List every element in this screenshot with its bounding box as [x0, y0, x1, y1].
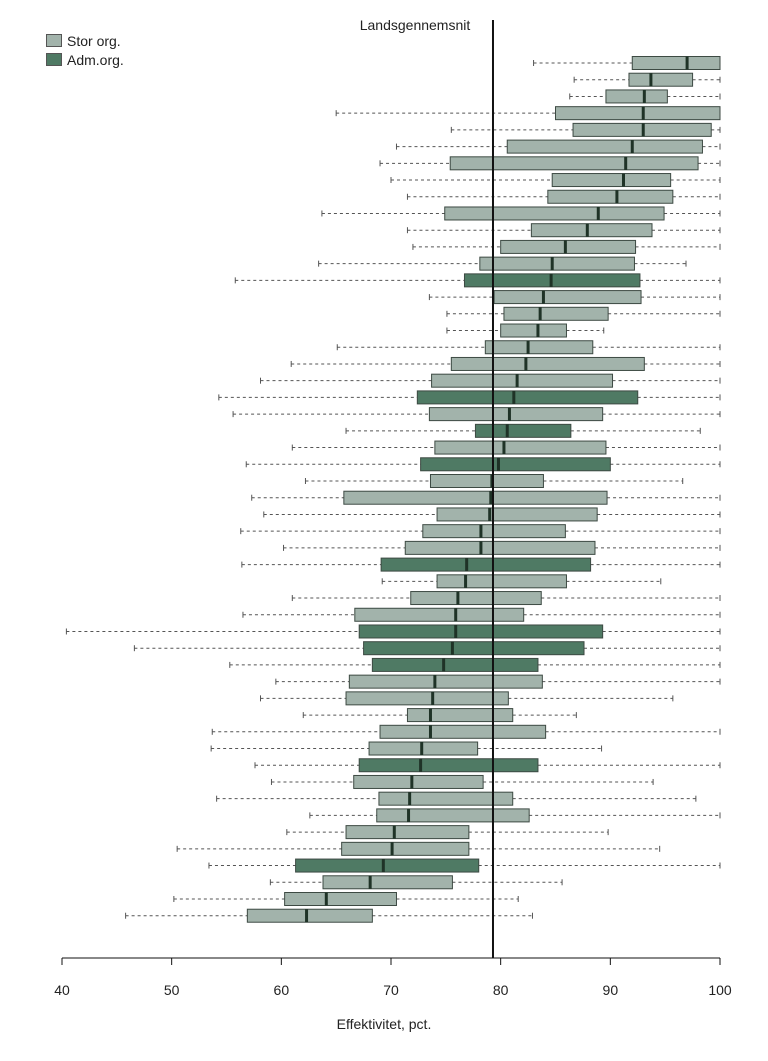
box-iqr — [450, 356, 645, 371]
box-iqr — [500, 239, 637, 254]
legend-item-adm-org: Adm.org. — [46, 50, 124, 69]
legend-swatch-adm-org — [46, 53, 62, 66]
box-iqr — [449, 156, 699, 171]
box-iqr — [434, 440, 607, 455]
box-iqr — [295, 858, 480, 873]
box-iqr — [246, 908, 373, 923]
box-iqr — [322, 875, 453, 890]
box-iqr — [371, 657, 539, 672]
x-axis-label: Effektivitet, pct. — [336, 1016, 432, 1032]
box-iqr — [343, 490, 608, 505]
box-iqr — [479, 256, 635, 271]
box-iqr — [348, 674, 543, 689]
legend-item-stor-org: Stor org. — [46, 31, 124, 50]
box-iqr — [484, 340, 594, 355]
box-iqr — [358, 624, 604, 639]
legend-label-stor-org: Stor org. — [67, 32, 121, 49]
box-iqr — [628, 72, 694, 87]
box-iqr — [436, 574, 567, 589]
box-iqr — [436, 507, 598, 522]
box-iqr — [422, 524, 566, 539]
box-iqr — [551, 173, 672, 188]
box-iqr — [406, 708, 514, 723]
legend-label-adm-org: Adm.org. — [67, 51, 124, 68]
box-iqr — [493, 290, 642, 305]
box-iqr — [345, 825, 470, 840]
reference-line-label: Landsgennemsnit — [359, 17, 471, 33]
box-iqr — [368, 741, 479, 756]
x-tick-label: 40 — [54, 982, 70, 998]
box-iqr — [363, 641, 585, 656]
x-tick-label: 100 — [708, 982, 732, 998]
legend-swatch-stor-org — [46, 34, 62, 47]
box-iqr — [555, 106, 721, 121]
box-iqr — [284, 892, 397, 906]
box-iqr — [420, 457, 611, 472]
box-iqr — [345, 691, 509, 706]
box-iqr — [380, 557, 592, 572]
legend: Stor org. Adm.org. — [46, 31, 124, 69]
box-iqr — [410, 591, 542, 606]
box-iqr — [631, 56, 721, 70]
x-tick-label: 80 — [493, 982, 509, 998]
box-iqr — [605, 89, 668, 104]
box-iqr — [416, 390, 639, 405]
box-iqr — [506, 139, 703, 154]
x-tick-label: 60 — [274, 982, 290, 998]
box-iqr — [500, 323, 567, 338]
x-tick-label: 90 — [603, 982, 619, 998]
box-iqr — [530, 223, 653, 238]
box-iqr — [378, 791, 514, 806]
box-iqr — [474, 423, 572, 438]
box-iqr — [358, 758, 539, 773]
box-iqr — [341, 841, 470, 856]
box-iqr — [547, 189, 674, 204]
box-iqr — [444, 206, 665, 221]
box-iqr — [503, 306, 609, 321]
box-iqr — [431, 373, 614, 388]
box-iqr — [404, 540, 596, 555]
box-iqr — [429, 474, 544, 488]
box-iqr — [353, 774, 484, 789]
box-iqr — [354, 607, 525, 622]
x-tick-label: 50 — [164, 982, 180, 998]
box-iqr — [428, 407, 604, 422]
box-iqr — [376, 808, 530, 823]
box-iqr — [379, 724, 547, 739]
x-tick-label: 70 — [383, 982, 399, 998]
